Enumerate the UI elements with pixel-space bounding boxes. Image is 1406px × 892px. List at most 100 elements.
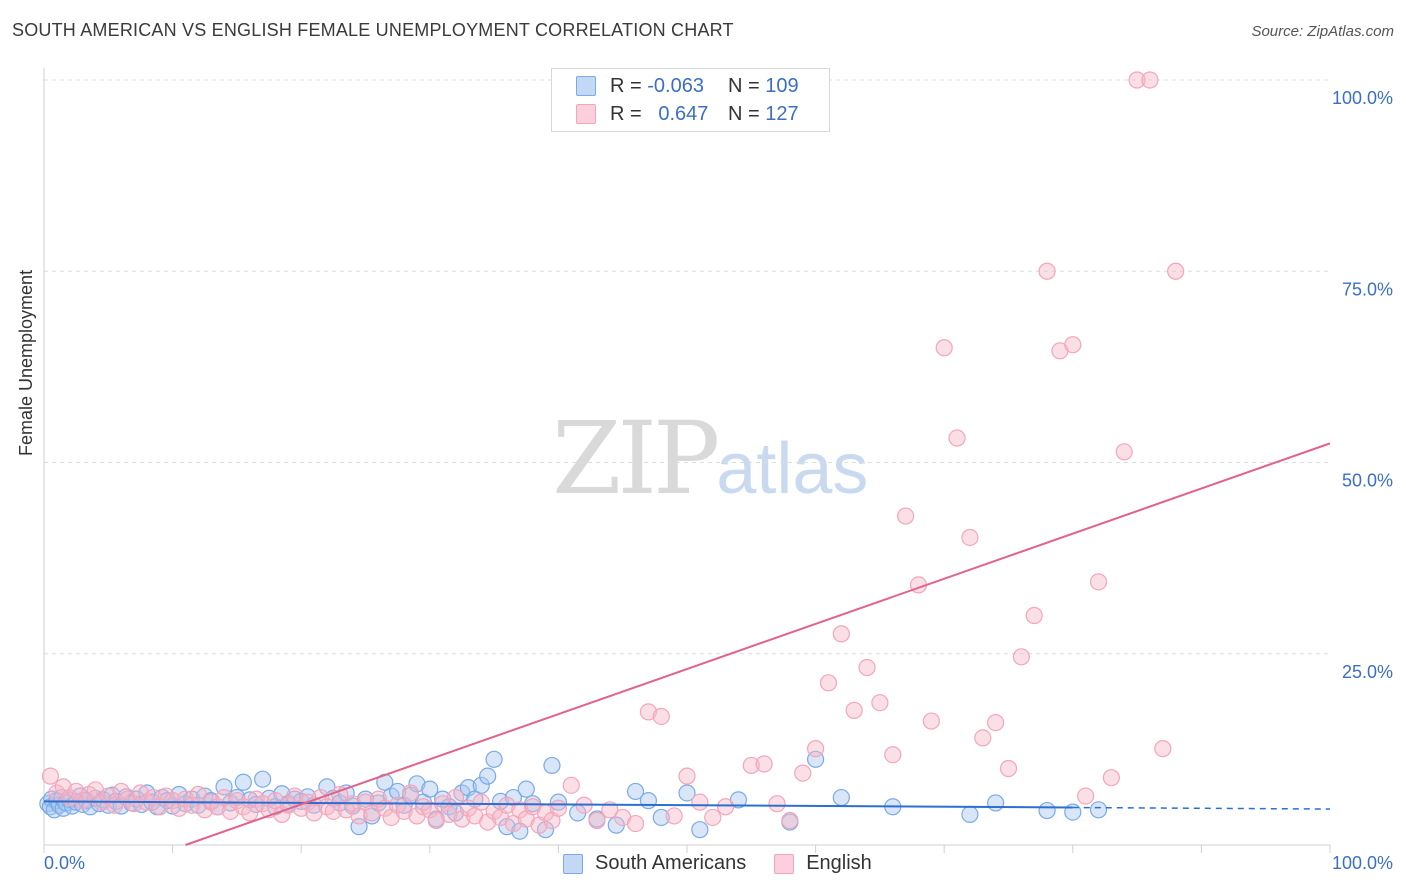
data-point bbox=[389, 782, 407, 801]
data-point bbox=[639, 703, 658, 721]
series-english bbox=[41, 71, 1185, 834]
data-point bbox=[1077, 787, 1095, 805]
data-point bbox=[1089, 801, 1108, 819]
y-tick-label: 50.0% bbox=[1342, 471, 1393, 491]
legend-swatch-pink bbox=[774, 853, 795, 874]
data-point bbox=[1038, 262, 1056, 280]
data-point bbox=[1128, 71, 1146, 89]
n-value: 109 bbox=[765, 74, 799, 97]
series-legend: South Americans English bbox=[563, 852, 900, 875]
data-point bbox=[794, 764, 812, 782]
data-point bbox=[41, 767, 60, 785]
data-point bbox=[832, 625, 850, 643]
data-point bbox=[453, 810, 471, 828]
data-point bbox=[704, 808, 722, 827]
data-point bbox=[716, 798, 735, 816]
r-label: R = bbox=[610, 74, 642, 97]
data-point bbox=[987, 794, 1005, 812]
data-point bbox=[768, 795, 786, 813]
data-point bbox=[961, 805, 979, 824]
x-tick-label: 0.0% bbox=[44, 853, 85, 873]
data-point bbox=[446, 804, 465, 822]
data-point bbox=[652, 808, 670, 827]
data-point bbox=[1102, 769, 1120, 787]
data-point bbox=[562, 776, 580, 794]
watermark-atlas: atlas bbox=[716, 429, 869, 509]
y-tick-label: 25.0% bbox=[1342, 662, 1393, 682]
data-point bbox=[1025, 606, 1043, 625]
data-point bbox=[228, 792, 246, 810]
data-point bbox=[626, 782, 645, 801]
data-point bbox=[125, 795, 143, 813]
data-point bbox=[401, 784, 420, 802]
data-point bbox=[626, 814, 645, 833]
data-point bbox=[1141, 71, 1159, 89]
legend-item-english[interactable]: English bbox=[774, 852, 872, 875]
data-point bbox=[742, 756, 760, 775]
data-point bbox=[421, 780, 439, 798]
data-point bbox=[806, 740, 825, 758]
data-point bbox=[472, 793, 490, 811]
data-point bbox=[440, 805, 458, 824]
data-point bbox=[665, 807, 683, 825]
data-point bbox=[408, 775, 426, 793]
data-point bbox=[987, 713, 1005, 732]
data-point bbox=[845, 701, 863, 719]
data-point bbox=[170, 799, 188, 817]
data-point bbox=[652, 707, 670, 726]
n-label: N = bbox=[728, 102, 760, 125]
data-point bbox=[485, 750, 503, 768]
data-point bbox=[543, 756, 561, 775]
stats-legend: R = -0.063 N = 109 R = 0.647 N = 127 bbox=[551, 68, 830, 132]
data-point bbox=[1089, 573, 1108, 591]
data-point bbox=[517, 780, 535, 798]
data-point bbox=[974, 729, 992, 747]
r-label: R = bbox=[610, 102, 642, 125]
legend-item-south-americans[interactable]: South Americans bbox=[563, 852, 746, 875]
source-label: Source: ZipAtlas.com bbox=[1251, 23, 1394, 40]
data-point bbox=[99, 787, 117, 805]
data-point bbox=[948, 429, 966, 447]
data-point bbox=[1038, 801, 1056, 820]
data-point bbox=[922, 712, 940, 730]
data-point bbox=[1115, 443, 1133, 461]
data-point bbox=[498, 796, 516, 814]
stats-legend-row-south-americans: R = -0.063 N = 109 bbox=[576, 74, 799, 98]
legend-label-english: English bbox=[806, 852, 872, 874]
data-point bbox=[389, 796, 407, 814]
data-point bbox=[241, 804, 259, 822]
x-tick-label: 100.0% bbox=[1332, 853, 1393, 873]
data-point bbox=[999, 759, 1018, 778]
data-point bbox=[884, 746, 902, 764]
data-point bbox=[639, 792, 658, 810]
data-point bbox=[1064, 336, 1082, 354]
n-label: N = bbox=[728, 74, 760, 97]
data-point bbox=[691, 793, 709, 811]
data-point bbox=[266, 792, 285, 810]
data-point bbox=[350, 807, 368, 825]
data-point bbox=[781, 811, 799, 830]
data-point bbox=[549, 793, 568, 811]
n-value: 127 bbox=[765, 102, 799, 125]
data-point bbox=[67, 782, 85, 801]
y-tick-label: 75.0% bbox=[1342, 279, 1393, 299]
data-point bbox=[832, 788, 850, 807]
r-value: -0.063 bbox=[647, 74, 704, 97]
data-point bbox=[1167, 262, 1185, 280]
data-point bbox=[961, 528, 979, 547]
data-point bbox=[691, 821, 709, 839]
y-tick-label: 100.0% bbox=[1332, 88, 1393, 108]
data-point bbox=[1154, 740, 1172, 758]
chart-title: SOUTH AMERICAN VS ENGLISH FEMALE UNEMPLO… bbox=[12, 20, 734, 40]
trend-line-english bbox=[185, 442, 1331, 846]
data-point bbox=[1012, 648, 1030, 666]
data-point bbox=[588, 811, 606, 830]
r-value: 0.647 bbox=[658, 102, 709, 125]
data-point bbox=[858, 658, 876, 677]
data-point bbox=[472, 776, 490, 794]
data-point bbox=[819, 674, 838, 692]
data-point bbox=[755, 755, 773, 773]
data-point bbox=[504, 814, 522, 833]
stats-legend-row-english: R = 0.647 N = 127 bbox=[576, 102, 799, 126]
